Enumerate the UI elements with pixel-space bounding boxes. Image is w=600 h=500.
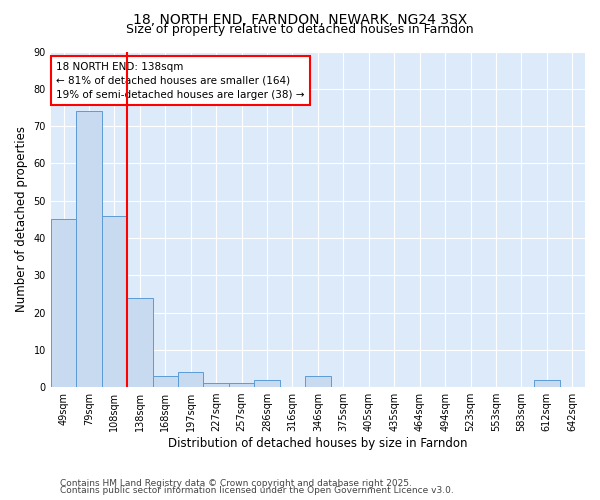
Text: Size of property relative to detached houses in Farndon: Size of property relative to detached ho… [126, 22, 474, 36]
Text: Contains HM Land Registry data © Crown copyright and database right 2025.: Contains HM Land Registry data © Crown c… [60, 478, 412, 488]
Bar [203, 384, 229, 387]
Bar [101, 216, 127, 387]
Bar [254, 380, 280, 387]
Y-axis label: Number of detached properties: Number of detached properties [15, 126, 28, 312]
Text: 18, NORTH END, FARNDON, NEWARK, NG24 3SX: 18, NORTH END, FARNDON, NEWARK, NG24 3SX [133, 12, 467, 26]
Text: 18 NORTH END: 138sqm
← 81% of detached houses are smaller (164)
19% of semi-deta: 18 NORTH END: 138sqm ← 81% of detached h… [56, 62, 305, 100]
Bar [305, 376, 331, 387]
Bar [229, 384, 254, 387]
Bar [534, 380, 560, 387]
Bar [152, 376, 178, 387]
X-axis label: Distribution of detached houses by size in Farndon: Distribution of detached houses by size … [168, 437, 467, 450]
Bar [76, 111, 101, 387]
Bar [51, 220, 76, 387]
Text: Contains public sector information licensed under the Open Government Licence v3: Contains public sector information licen… [60, 486, 454, 495]
Bar [178, 372, 203, 387]
Bar [127, 298, 152, 387]
